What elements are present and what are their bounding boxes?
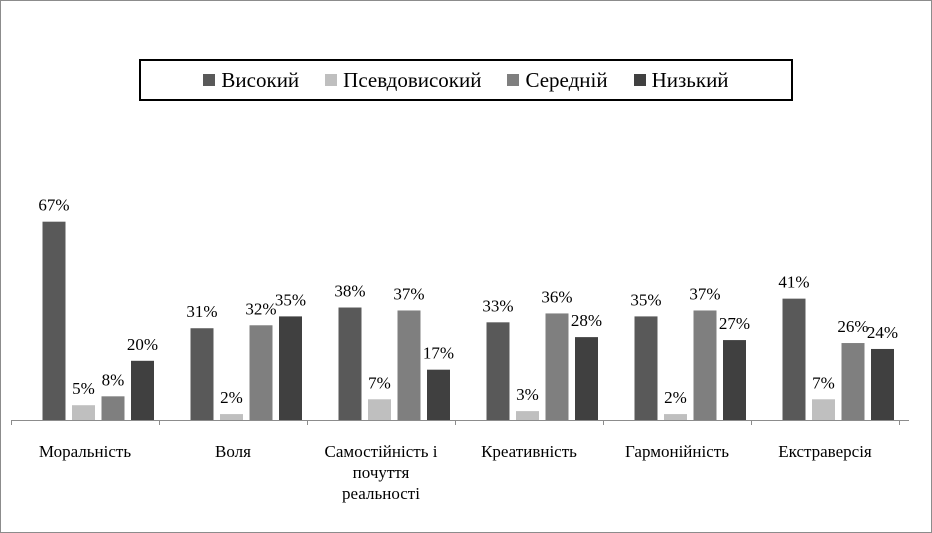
category-label-3: Креативність — [481, 442, 577, 461]
category-label-0: Моральність — [39, 442, 131, 461]
legend-swatch-series-3 — [633, 74, 646, 86]
bar-series-3-cat-2 — [427, 369, 450, 420]
legend-swatch-series-0 — [203, 74, 216, 86]
data-label-series-0-cat-3: 33% — [482, 296, 513, 315]
bar-series-3-cat-1 — [279, 316, 302, 420]
data-label-series-0-cat-1: 31% — [186, 302, 217, 321]
bar-series-1-cat-0 — [72, 405, 95, 420]
bar-series-2-cat-3 — [545, 313, 569, 420]
data-label-series-1-cat-5: 7% — [812, 373, 835, 392]
data-label-series-3-cat-1: 35% — [275, 290, 306, 309]
data-label-series-2-cat-4: 37% — [689, 284, 720, 303]
data-label-series-0-cat-5: 41% — [778, 273, 809, 292]
legend-label-series-0: Високий — [221, 67, 300, 92]
data-label-series-2-cat-2: 37% — [393, 284, 424, 303]
chart-legend: Високий Псевдовисокий Середній Низький — [139, 59, 793, 101]
bar-series-0-cat-5 — [782, 298, 806, 420]
category-label-2-line-1: почуття — [353, 463, 410, 482]
bar-series-0-cat-1 — [190, 328, 214, 420]
data-label-series-2-cat-0: 8% — [102, 370, 125, 389]
data-label-series-1-cat-1: 2% — [220, 388, 243, 407]
bar-series-1-cat-1 — [220, 414, 243, 420]
bar-series-2-cat-5 — [841, 343, 865, 420]
bar-series-3-cat-4 — [723, 340, 746, 420]
data-label-series-0-cat-2: 38% — [334, 282, 365, 301]
bar-series-0-cat-2 — [338, 307, 362, 420]
data-label-series-2-cat-3: 36% — [541, 287, 572, 306]
data-label-series-0-cat-4: 35% — [630, 290, 661, 309]
data-label-series-1-cat-0: 5% — [72, 379, 95, 398]
bar-series-1-cat-5 — [812, 399, 835, 420]
bar-series-0-cat-0 — [42, 221, 66, 420]
bar-series-2-cat-0 — [101, 396, 125, 420]
data-label-series-1-cat-3: 3% — [516, 385, 539, 404]
category-label-4: Гармонійність — [625, 442, 729, 461]
legend-swatch-series-2 — [507, 74, 520, 86]
bar-series-2-cat-1 — [249, 325, 273, 420]
data-label-series-2-cat-1: 32% — [245, 299, 276, 318]
bar-series-3-cat-5 — [871, 348, 894, 420]
legend-item-series-1: Псевдовисокий — [325, 68, 481, 93]
category-label-5: Екстраверсія — [778, 442, 872, 461]
data-label-series-1-cat-4: 2% — [664, 388, 687, 407]
data-label-series-3-cat-3: 28% — [571, 311, 602, 330]
legend-label-series-1: Псевдовисокий — [343, 67, 482, 92]
legend-swatch-series-1 — [325, 74, 338, 86]
bar-series-0-cat-3 — [486, 322, 510, 420]
bar-series-2-cat-2 — [397, 310, 421, 420]
data-label-series-3-cat-2: 17% — [423, 344, 454, 363]
data-label-series-3-cat-5: 24% — [867, 323, 898, 342]
data-label-series-0-cat-0: 67% — [38, 196, 69, 215]
data-label-series-2-cat-5: 26% — [837, 317, 868, 336]
category-label-2-line-2: реальності — [342, 484, 420, 503]
bar-series-1-cat-2 — [368, 399, 391, 420]
legend-item-series-2: Середній — [507, 67, 608, 93]
category-label-2-line-0: Самостійність і — [325, 442, 438, 461]
bar-series-1-cat-4 — [664, 414, 687, 420]
data-label-series-1-cat-2: 7% — [368, 373, 391, 392]
bar-series-3-cat-3 — [575, 337, 598, 420]
bar-series-0-cat-4 — [634, 316, 658, 420]
bar-series-3-cat-0 — [131, 360, 154, 420]
legend-item-series-0: Високий — [203, 68, 299, 93]
category-label-1: Воля — [215, 442, 251, 461]
legend-label-series-2: Середній — [525, 67, 608, 92]
bar-series-2-cat-4 — [693, 310, 717, 420]
bar-series-1-cat-3 — [516, 411, 539, 420]
legend-item-series-3: Низький — [633, 67, 729, 93]
legend-label-series-3: Низький — [651, 67, 729, 92]
data-label-series-3-cat-0: 20% — [127, 335, 158, 354]
data-label-series-3-cat-4: 27% — [719, 314, 750, 333]
